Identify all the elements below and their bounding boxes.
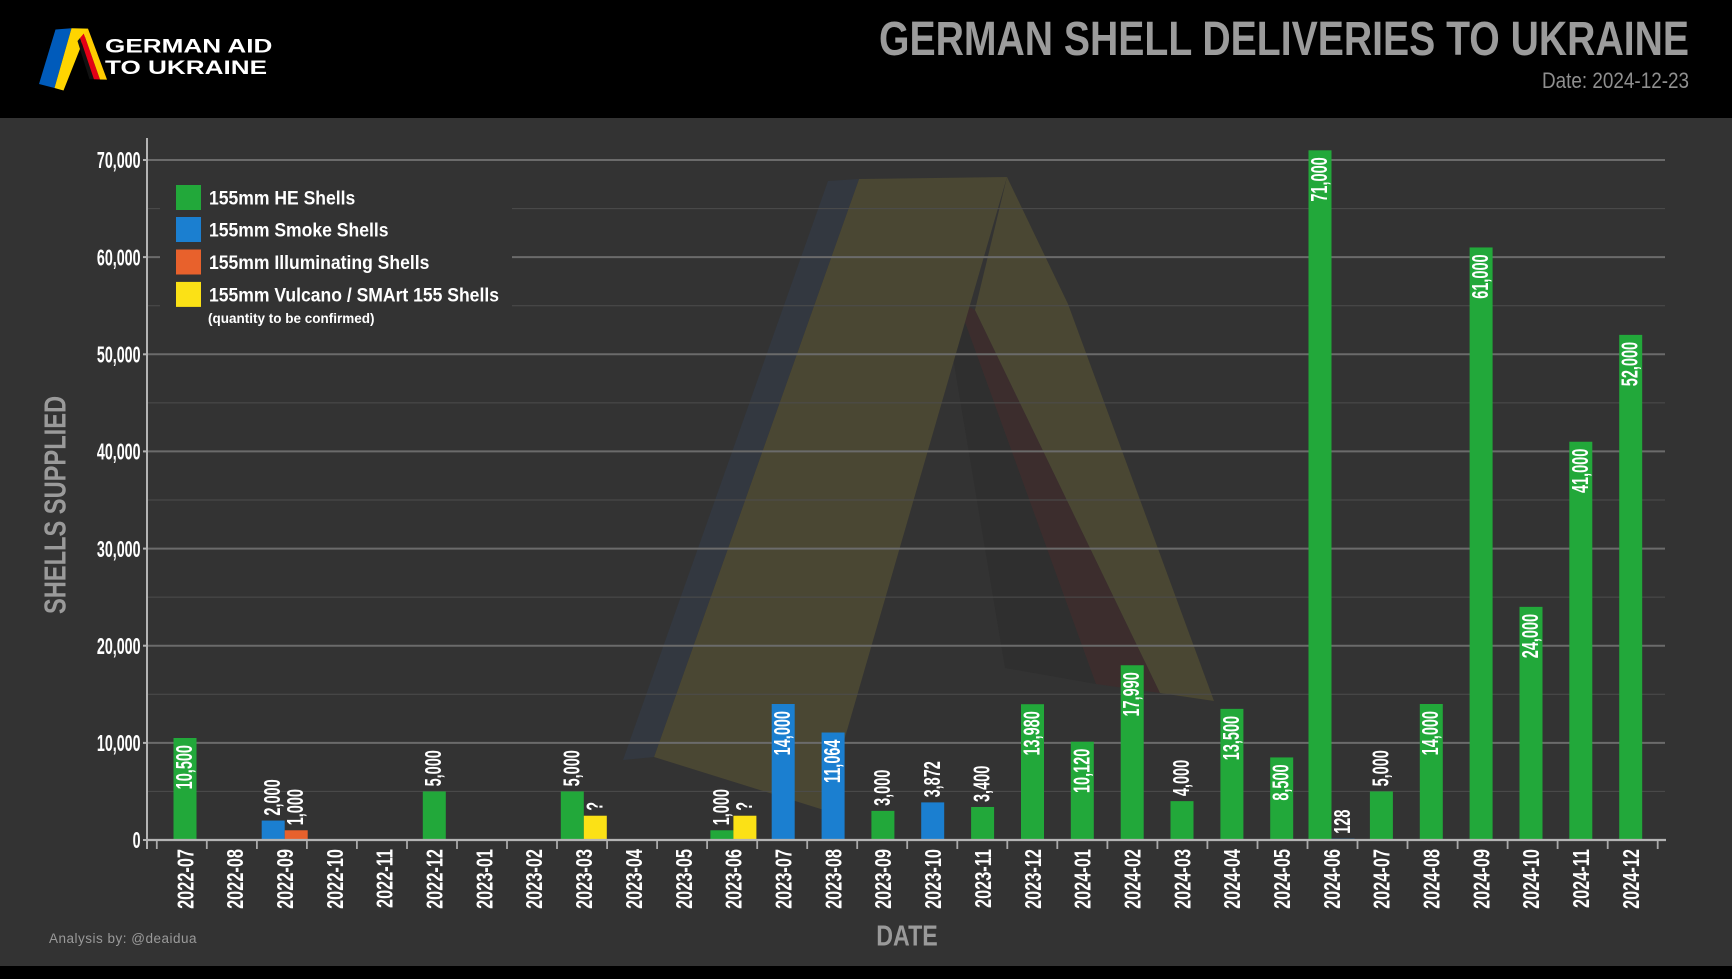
svg-text:40,000: 40,000 xyxy=(97,440,141,465)
svg-text:DATE: DATE xyxy=(876,919,937,952)
svg-text:14,000: 14,000 xyxy=(771,711,796,755)
svg-text:71,000: 71,000 xyxy=(1308,157,1333,201)
svg-text:3,872: 3,872 xyxy=(921,761,946,797)
svg-text:2024-03: 2024-03 xyxy=(1171,849,1196,909)
svg-text:128: 128 xyxy=(1331,809,1356,833)
svg-text:60,000: 60,000 xyxy=(97,246,141,271)
svg-text:52,000: 52,000 xyxy=(1619,342,1644,386)
svg-text:2024-11: 2024-11 xyxy=(1569,849,1594,908)
svg-text:2022-12: 2022-12 xyxy=(423,849,448,909)
svg-text:3,400: 3,400 xyxy=(970,766,995,802)
svg-text:0: 0 xyxy=(133,829,141,854)
svg-text:155mm Smoke Shells: 155mm Smoke Shells xyxy=(209,219,388,241)
svg-text:2023-01: 2023-01 xyxy=(473,849,498,909)
svg-text:2023-02: 2023-02 xyxy=(523,849,548,909)
svg-text:155mm Vulcano / SMArt 155 Shel: 155mm Vulcano / SMArt 155 Shells xyxy=(209,284,499,306)
svg-text:2024-01: 2024-01 xyxy=(1071,849,1096,909)
svg-text:2022-07: 2022-07 xyxy=(174,849,199,909)
svg-text:10,000: 10,000 xyxy=(97,732,141,757)
svg-text:Date: 2024-12-23: Date: 2024-12-23 xyxy=(1542,68,1689,93)
svg-text:24,000: 24,000 xyxy=(1519,614,1544,658)
svg-text:Analysis by: @deaidua: Analysis by: @deaidua xyxy=(49,931,197,946)
svg-text:155mm HE Shells: 155mm HE Shells xyxy=(209,187,355,209)
svg-text:2023-07: 2023-07 xyxy=(772,849,797,909)
svg-text:1,000: 1,000 xyxy=(284,789,309,825)
svg-text:14,000: 14,000 xyxy=(1419,711,1444,755)
svg-text:13,980: 13,980 xyxy=(1020,711,1045,755)
svg-text:11,064: 11,064 xyxy=(821,739,846,783)
svg-text:2022-09: 2022-09 xyxy=(273,849,298,909)
svg-text:10,500: 10,500 xyxy=(173,745,198,789)
svg-text:2024-02: 2024-02 xyxy=(1121,849,1146,909)
svg-text:5,000: 5,000 xyxy=(560,750,585,786)
svg-text:2023-12: 2023-12 xyxy=(1021,849,1046,909)
svg-text:2024-06: 2024-06 xyxy=(1320,849,1345,909)
svg-text:17,990: 17,990 xyxy=(1120,672,1145,716)
svg-text:2022-11: 2022-11 xyxy=(373,849,398,908)
svg-text:2023-09: 2023-09 xyxy=(872,849,897,909)
svg-text:20,000: 20,000 xyxy=(97,635,141,660)
svg-text:2023-05: 2023-05 xyxy=(672,849,697,909)
svg-text:2024-12: 2024-12 xyxy=(1619,849,1644,909)
svg-text:?: ? xyxy=(733,802,758,811)
svg-text:2023-06: 2023-06 xyxy=(722,849,747,909)
svg-text:2024-05: 2024-05 xyxy=(1270,849,1295,909)
svg-text:5,000: 5,000 xyxy=(422,750,447,786)
svg-text:2022-08: 2022-08 xyxy=(224,849,249,909)
svg-text:2023-10: 2023-10 xyxy=(921,849,946,909)
svg-text:3,000: 3,000 xyxy=(871,770,896,806)
svg-text:2023-03: 2023-03 xyxy=(572,849,597,909)
svg-text:61,000: 61,000 xyxy=(1469,254,1494,298)
svg-text:2023-04: 2023-04 xyxy=(622,849,647,909)
svg-text:4,000: 4,000 xyxy=(1170,760,1195,796)
svg-text:SHELLS SUPPLIED: SHELLS SUPPLIED xyxy=(37,396,72,614)
svg-text:2024-07: 2024-07 xyxy=(1370,849,1395,909)
svg-text:2023-08: 2023-08 xyxy=(822,849,847,909)
svg-text:2024-09: 2024-09 xyxy=(1470,849,1495,909)
svg-text:2022-10: 2022-10 xyxy=(323,849,348,909)
svg-text:TO UKRAINE: TO UKRAINE xyxy=(105,56,267,78)
svg-text:2024-04: 2024-04 xyxy=(1221,849,1246,909)
svg-text:10,120: 10,120 xyxy=(1070,749,1095,793)
svg-text:2024-10: 2024-10 xyxy=(1520,849,1545,909)
svg-text:2023-11: 2023-11 xyxy=(971,849,996,908)
svg-text:70,000: 70,000 xyxy=(97,149,141,174)
svg-text:?: ? xyxy=(583,802,608,811)
svg-text:41,000: 41,000 xyxy=(1569,449,1594,493)
svg-text:2,000: 2,000 xyxy=(261,779,286,815)
svg-text:2024-08: 2024-08 xyxy=(1420,849,1445,909)
svg-text:8,500: 8,500 xyxy=(1270,764,1295,800)
svg-text:GERMAN SHELL DELIVERIES TO UKR: GERMAN SHELL DELIVERIES TO UKRAINE xyxy=(879,13,1689,66)
svg-text:GERMAN AID: GERMAN AID xyxy=(105,35,272,57)
svg-text:1,000: 1,000 xyxy=(710,789,735,825)
svg-text:50,000: 50,000 xyxy=(97,343,141,368)
svg-text:(quantity to be confirmed): (quantity to be confirmed) xyxy=(208,311,375,326)
svg-text:13,500: 13,500 xyxy=(1220,716,1245,760)
svg-text:155mm Illuminating Shells: 155mm Illuminating Shells xyxy=(209,251,429,273)
svg-text:30,000: 30,000 xyxy=(97,538,141,563)
svg-text:5,000: 5,000 xyxy=(1369,750,1394,786)
